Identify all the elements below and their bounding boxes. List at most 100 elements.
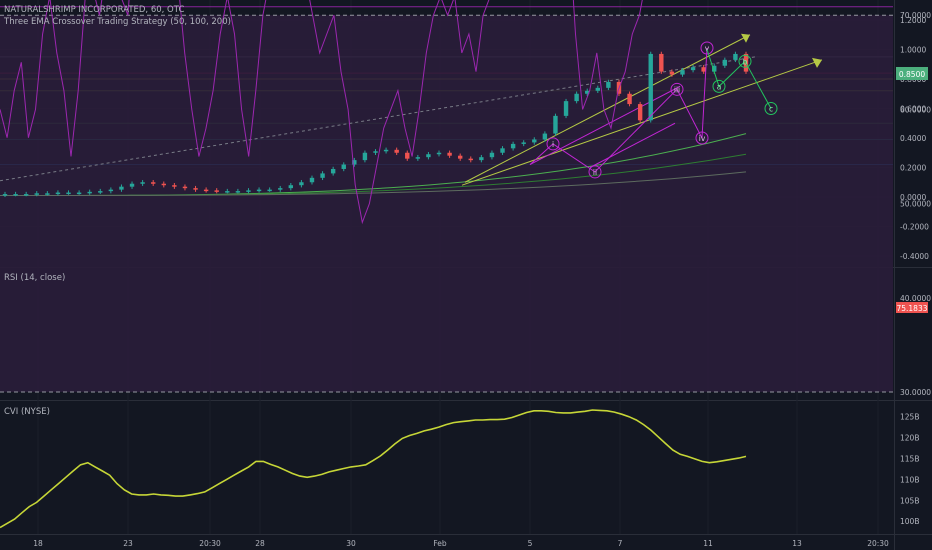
cvi-line-group (0, 409, 747, 529)
candle-body[interactable] (690, 67, 696, 71)
candle-body[interactable] (203, 189, 209, 192)
candle-body[interactable] (362, 152, 368, 161)
rsi-line[interactable] (0, 0, 746, 225)
candle-body[interactable] (23, 194, 29, 196)
candle-body[interactable] (500, 148, 505, 153)
candle-body[interactable] (34, 193, 39, 195)
candle-body[interactable] (140, 182, 145, 184)
candle-body[interactable] (246, 190, 251, 192)
candle-body[interactable] (563, 101, 569, 116)
cvi-tick-label: 115B (900, 455, 919, 464)
candle-body[interactable] (2, 194, 8, 196)
wave-label-circle[interactable] (700, 41, 714, 55)
candle-body[interactable] (659, 53, 664, 72)
candle-body[interactable] (680, 70, 685, 75)
impulse-wave-path (529, 47, 708, 173)
candle-body[interactable] (76, 192, 82, 195)
candle-body[interactable] (278, 188, 283, 190)
wave-label-circle[interactable] (546, 137, 560, 151)
candle-body[interactable] (606, 81, 611, 88)
time-tick-label: Feb (433, 539, 447, 548)
candle-body[interactable] (669, 71, 675, 75)
candle-body[interactable] (436, 152, 442, 155)
candle-body[interactable] (235, 191, 241, 193)
candle-body[interactable] (585, 90, 590, 94)
candle-body[interactable] (225, 191, 230, 193)
rsi-pane[interactable] (0, 0, 893, 393)
candle-body[interactable] (55, 192, 61, 195)
candle-body[interactable] (383, 149, 389, 152)
candle-body[interactable] (701, 67, 706, 72)
candle-body[interactable] (489, 152, 495, 158)
candle-body[interactable] (510, 143, 516, 149)
candle-body[interactable] (447, 152, 452, 156)
candle-body[interactable] (341, 164, 346, 169)
channel-upper-line[interactable] (464, 34, 751, 183)
candle-body[interactable] (87, 191, 92, 194)
strategy-title[interactable]: Three EMA Crossover Trading Strategy (50… (3, 17, 231, 27)
candle-body[interactable] (66, 192, 71, 195)
wave-label-circle[interactable] (670, 82, 684, 96)
cvi-title[interactable]: CVI (NYSE) (4, 407, 50, 417)
wave-label-circle[interactable] (588, 165, 602, 179)
time-tick-label: 18 (33, 539, 43, 548)
trend-channels[interactable] (0, 33, 823, 186)
candle-body[interactable] (468, 158, 473, 161)
candle-body[interactable] (193, 188, 198, 190)
candle-body[interactable] (553, 115, 558, 134)
candle-body[interactable] (542, 133, 548, 140)
candle-body[interactable] (532, 139, 537, 143)
candle-body[interactable] (214, 190, 219, 192)
candle-body[interactable] (151, 182, 156, 184)
wave-label-circle[interactable] (712, 79, 726, 93)
candle-body[interactable] (733, 53, 738, 60)
wave-label-circle[interactable] (738, 54, 752, 68)
candle-body[interactable] (299, 182, 304, 186)
candle-body[interactable] (574, 93, 579, 102)
candle-body[interactable] (405, 152, 410, 159)
candle-body[interactable] (352, 160, 357, 165)
candle-body[interactable] (161, 183, 166, 186)
candle-body[interactable] (521, 142, 526, 144)
wave-label-circle[interactable] (695, 131, 709, 145)
rsi-current-badge[interactable] (896, 302, 928, 313)
candle-body[interactable] (479, 157, 484, 161)
candle-body[interactable] (119, 186, 124, 190)
candle-body[interactable] (267, 189, 272, 192)
candle-body[interactable] (712, 65, 717, 72)
candle-body[interactable] (108, 189, 114, 192)
candle-body[interactable] (637, 104, 643, 121)
candle-body[interactable] (129, 183, 135, 187)
candle-body[interactable] (627, 93, 632, 105)
candle-body[interactable] (648, 53, 653, 121)
dashed-trendline[interactable] (0, 56, 756, 182)
channel-upper-arrowhead (741, 33, 750, 43)
candle-body[interactable] (256, 189, 262, 192)
candle-body[interactable] (288, 185, 294, 189)
candle-body[interactable] (722, 59, 728, 66)
candle-body[interactable] (309, 177, 315, 183)
candle-body[interactable] (98, 191, 103, 193)
wave-label-circle[interactable] (764, 102, 778, 115)
candle-body[interactable] (457, 155, 463, 159)
rsi-title[interactable]: RSI (14, close) (4, 273, 65, 283)
candle-body[interactable] (426, 154, 431, 158)
symbol-title[interactable]: NATURALSHRIMP INCORPORATED, 60, OTC (4, 5, 184, 15)
cvi-line[interactable] (0, 409, 747, 529)
candle-body[interactable] (330, 168, 336, 174)
candle-body[interactable] (13, 194, 18, 196)
cvi-tick-label: 110B (900, 475, 919, 484)
candle-body[interactable] (172, 185, 177, 187)
candle-body[interactable] (320, 173, 325, 178)
last-price-badge[interactable] (896, 67, 928, 80)
candle-body[interactable] (415, 157, 421, 159)
wave-channel-line (529, 85, 681, 165)
candle-body[interactable] (45, 193, 50, 195)
candle-body[interactable] (373, 151, 378, 153)
candle-body[interactable] (394, 149, 399, 153)
candle-body[interactable] (595, 87, 600, 91)
channel-lower-line[interactable] (461, 59, 823, 186)
candle-body[interactable] (182, 186, 188, 189)
